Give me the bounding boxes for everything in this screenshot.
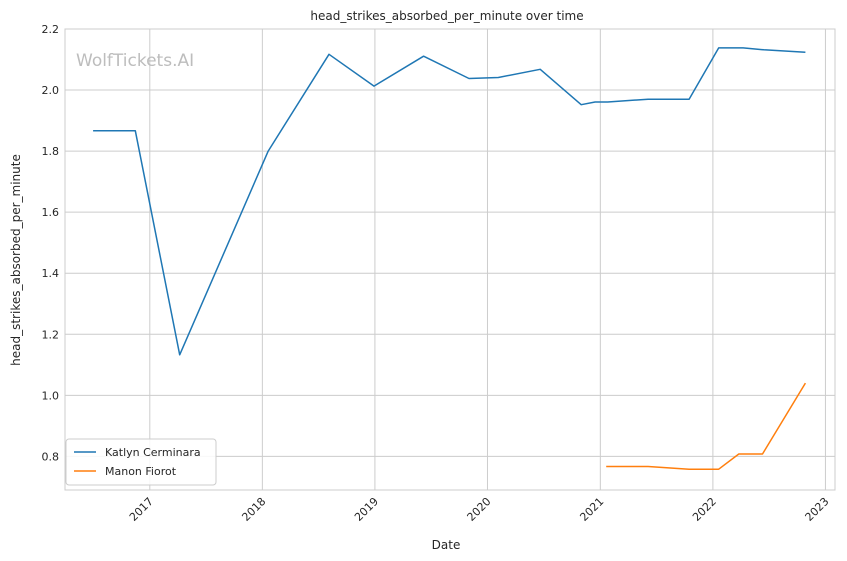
y-tick-label: 1.4 [42,267,60,280]
watermark-text: WolfTickets.AI [76,51,194,71]
y-tick-label: 2.2 [42,23,60,36]
plot-area [64,28,836,491]
legend-label-2: Manon Fiorot [105,465,177,478]
legend: Katlyn Cerminara Manon Fiorot [65,438,217,486]
y-axis: 0.8 1.0 1.2 1.4 1.6 1.8 2.0 2.2 [42,23,60,463]
y-tick-label: 1.6 [42,206,60,219]
chart-title: head_strikes_absorbed_per_minute over ti… [310,9,583,23]
y-tick-label: 1.8 [42,145,60,158]
x-axis-title: Date [432,538,461,552]
y-tick-label: 1.2 [42,328,60,341]
y-tick-label: 1.0 [42,389,60,402]
y-axis-title: head_strikes_absorbed_per_minute [9,154,23,366]
legend-label-1: Katlyn Cerminara [105,446,201,459]
series-line-2 [606,382,807,470]
series-lines [93,47,807,470]
y-tick-label: 0.8 [42,450,60,463]
legend-box [65,438,217,486]
y-tick-label: 2.0 [42,84,60,97]
series-line-1 [93,47,806,356]
